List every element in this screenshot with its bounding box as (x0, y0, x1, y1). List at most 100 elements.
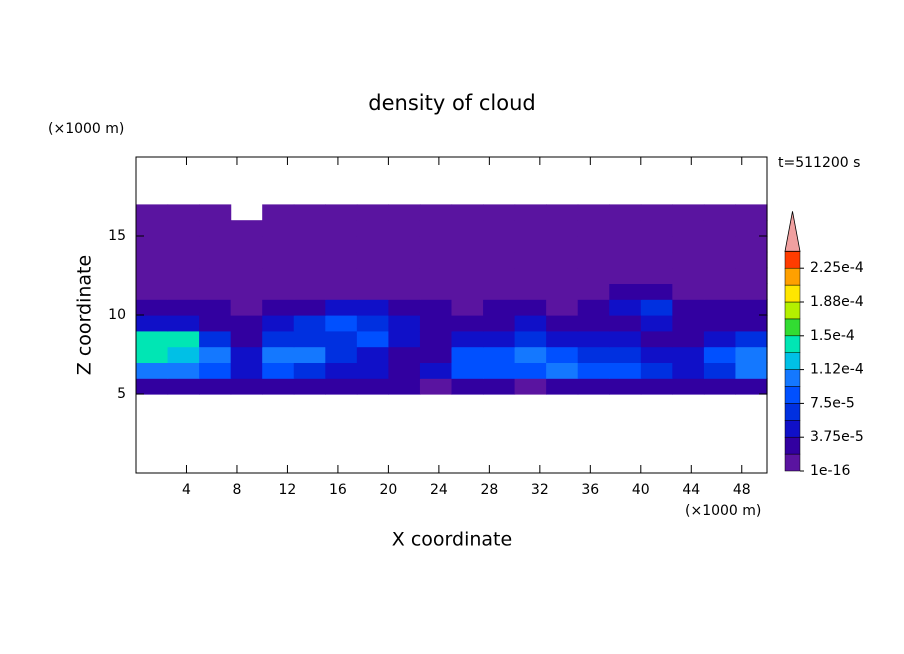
contour-cell (356, 204, 389, 221)
contour-cell (546, 346, 579, 363)
contour-cell (703, 283, 737, 300)
contour-cell (167, 236, 200, 253)
contour-cell (356, 251, 389, 269)
contour-cell (356, 362, 389, 379)
contour-cell (388, 236, 421, 253)
contour-cell (262, 315, 295, 332)
contour-cell (262, 267, 295, 284)
contour-cell (325, 330, 358, 348)
x-tick-label: 32 (531, 482, 549, 498)
contour-cell (609, 378, 642, 395)
contour-cell (325, 251, 358, 269)
contour-cell (451, 236, 484, 253)
contour-cell (325, 283, 358, 300)
contour-cell (167, 220, 200, 237)
contour-cell (293, 315, 326, 332)
contour-cell (735, 378, 768, 395)
contour-cell (546, 267, 579, 284)
contour-cell (136, 283, 169, 300)
contour-cell (136, 315, 169, 332)
contour-cell (451, 330, 484, 348)
contour-cell (703, 236, 737, 253)
contour-cell (483, 251, 516, 269)
contour-cell (451, 204, 484, 221)
contour-cell (262, 204, 295, 221)
contour-cell (419, 283, 453, 300)
contour-cell (451, 251, 484, 269)
contour-cell (514, 236, 547, 253)
x-tick-label: 44 (682, 482, 700, 498)
colorbar-band (784, 352, 801, 370)
contour-cell (483, 299, 516, 316)
contour-cell (230, 378, 263, 395)
contour-cell (514, 251, 547, 269)
contour-cell (325, 378, 358, 395)
contour-cell (546, 330, 579, 348)
contour-cell (262, 378, 295, 395)
contour-cell (167, 204, 200, 221)
contour-cell (325, 220, 358, 237)
contour-cell (640, 315, 673, 332)
y-axis-title: Z coordinate (74, 255, 96, 375)
x-tick-label: 16 (329, 482, 347, 498)
contour-cell (356, 315, 389, 332)
contour-cell (514, 362, 547, 379)
contour-cell (672, 251, 705, 269)
contour-cell (672, 283, 705, 300)
contour-cell (672, 204, 705, 221)
contour-cell (325, 299, 358, 316)
contour-cell (325, 236, 358, 253)
contour-cell (546, 236, 579, 253)
contour-cell (419, 251, 453, 269)
contour-cell (451, 315, 484, 332)
chart-title: density of cloud (368, 91, 535, 115)
contour-cell (167, 251, 200, 269)
x-tick-label: 40 (632, 482, 650, 498)
contour-cell (325, 362, 358, 379)
contour-cell (388, 251, 421, 269)
contour-cell (167, 330, 200, 348)
contour-cell (388, 220, 421, 237)
contour-cell (262, 251, 295, 269)
contour-cell (609, 236, 642, 253)
contour-cell (388, 283, 421, 300)
contour-cell (262, 299, 295, 316)
contour-cell (388, 330, 421, 348)
contour-cell (167, 362, 200, 379)
contour-cell (640, 283, 673, 300)
contour-cell (640, 204, 673, 221)
contour-cell (514, 346, 547, 363)
contour-cell (735, 251, 768, 269)
contour-cell (577, 283, 610, 300)
contour-cell (230, 330, 263, 348)
contour-cell (546, 378, 579, 395)
contour-cell (672, 299, 705, 316)
contour-cell (640, 362, 673, 379)
colorbar-band (784, 436, 801, 455)
contour-cell (419, 378, 453, 395)
contour-cell (419, 315, 453, 332)
contour-cell (199, 378, 232, 395)
contour-cell (514, 330, 547, 348)
contour-cell (640, 251, 673, 269)
contour-cell (293, 204, 326, 221)
contour-cell (356, 283, 389, 300)
contour-cell (199, 267, 232, 284)
colorbar-band (784, 335, 801, 353)
contour-cell (167, 378, 200, 395)
contour-cell (230, 346, 263, 363)
contour-cell (262, 346, 295, 363)
contour-cell (609, 251, 642, 269)
x-tick-label: 4 (182, 482, 191, 498)
contour-cell (199, 236, 232, 253)
contour-cell (356, 330, 389, 348)
colorbar-band (784, 318, 801, 337)
contour-cell (546, 204, 579, 221)
contour-cell (293, 299, 326, 316)
contour-cell (703, 251, 737, 269)
contour-cell (577, 251, 610, 269)
contour-cell (672, 330, 705, 348)
colorbar-label: 2.25e-4 (810, 260, 864, 276)
x-axis-title: X coordinate (392, 529, 512, 551)
contour-cell (577, 315, 610, 332)
